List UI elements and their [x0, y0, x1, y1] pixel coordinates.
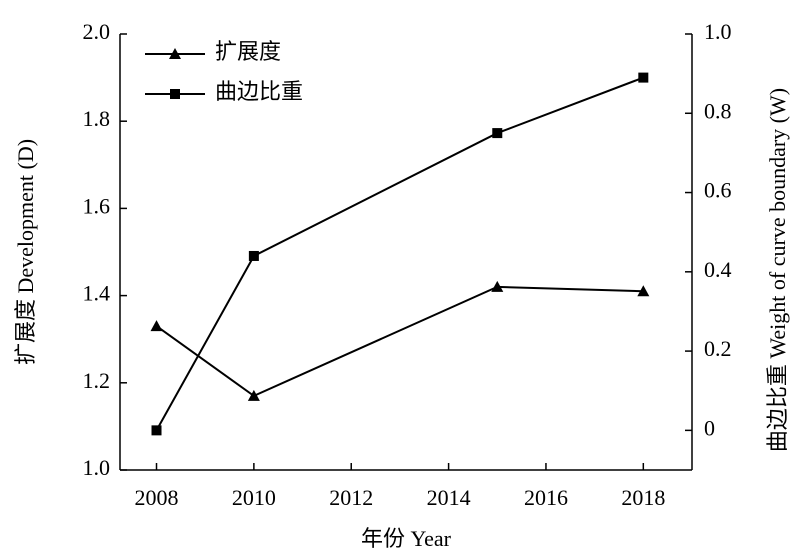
- marker: [247, 389, 260, 401]
- y-tick-label: 1.6: [83, 193, 111, 218]
- y-tick-label: 1.2: [83, 368, 111, 393]
- x-axis-title: 年份 Year: [361, 526, 452, 551]
- legend-label: 扩展度: [215, 39, 281, 64]
- y2-tick-label: 0.6: [704, 178, 732, 203]
- x-tick-label: 2008: [135, 485, 179, 510]
- y-axis-title: 扩展度 Development (D): [13, 139, 38, 365]
- marker: [150, 320, 163, 332]
- marker: [169, 48, 181, 59]
- series-line: [155, 76, 644, 431]
- marker: [637, 285, 650, 297]
- x-tick-label: 2016: [524, 485, 568, 510]
- y-tick-label: 1.4: [83, 281, 111, 306]
- y2-tick-label: 1.0: [704, 19, 732, 44]
- x-tick-label: 2014: [427, 485, 471, 510]
- marker: [170, 89, 180, 99]
- marker: [491, 280, 504, 292]
- legend-label: 曲边比重: [215, 79, 303, 104]
- x-tick-label: 2012: [329, 485, 373, 510]
- marker: [638, 72, 649, 83]
- y-tick-label: 1.0: [83, 455, 111, 480]
- marker: [151, 425, 162, 436]
- marker: [492, 128, 503, 139]
- y-tick-label: 1.8: [83, 106, 111, 131]
- y-tick-label: 2.0: [83, 19, 111, 44]
- y2-axis-title: 曲边比重 Weight of curve boundary (W): [765, 88, 790, 452]
- series-line: [155, 285, 644, 398]
- y2-tick-label: 0.4: [704, 257, 732, 282]
- y2-tick-label: 0: [704, 415, 715, 440]
- y2-tick-label: 0.2: [704, 336, 732, 361]
- x-tick-label: 2010: [232, 485, 276, 510]
- x-tick-label: 2018: [621, 485, 665, 510]
- y2-tick-label: 0.8: [704, 98, 732, 123]
- marker: [248, 250, 259, 261]
